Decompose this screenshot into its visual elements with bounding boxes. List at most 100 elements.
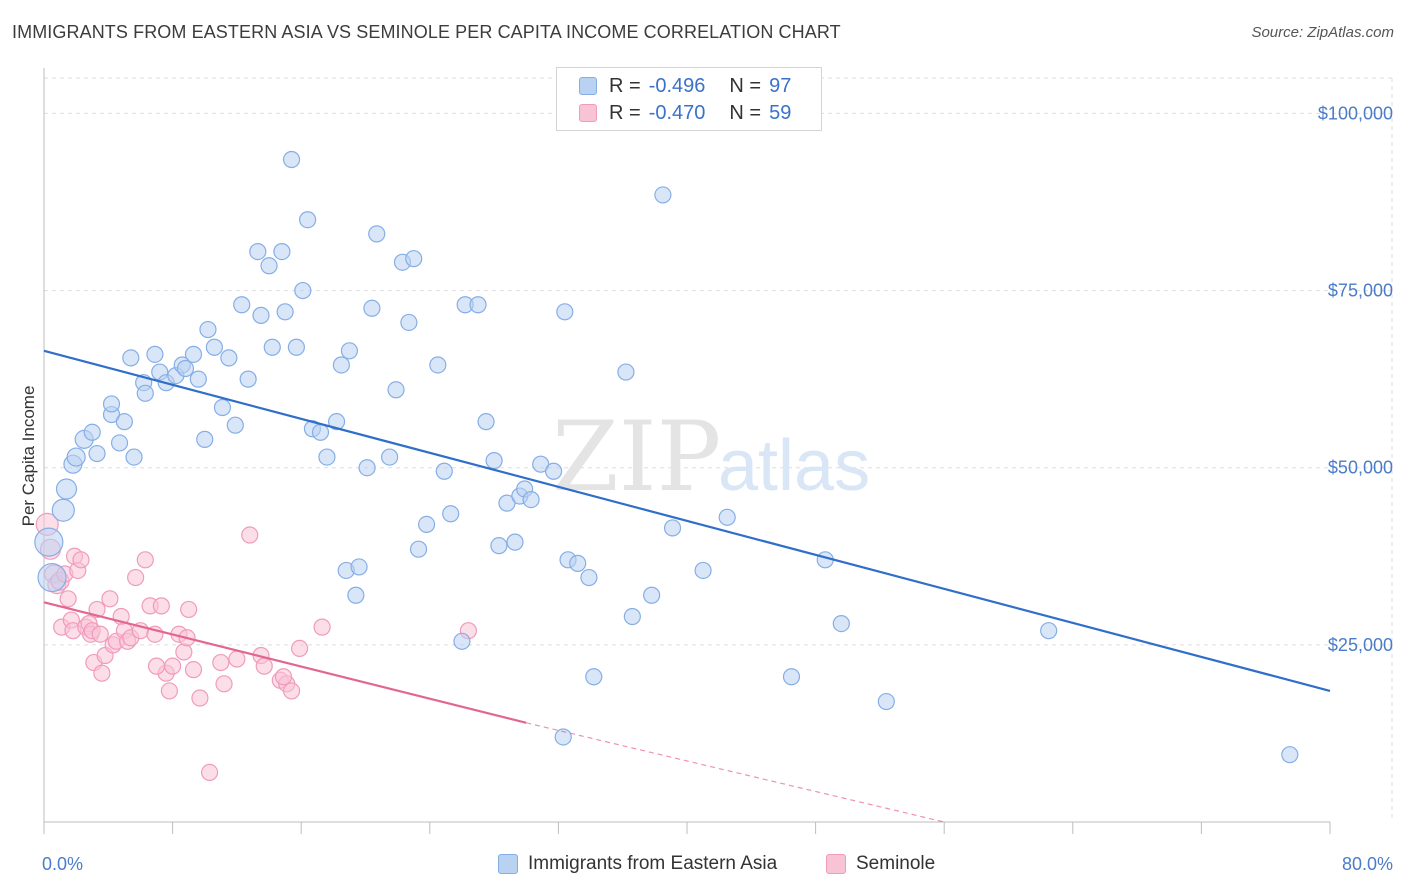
eastern-asia-point-30: [226, 416, 244, 434]
y-tick-label-1: $50,000: [1328, 458, 1393, 478]
seminole-point-22: [101, 590, 119, 608]
eastern-asia-point-93: [832, 614, 850, 633]
axis-layer: [43, 68, 1331, 834]
series-seminole-points: [35, 512, 477, 782]
eastern-asia-point-83: [585, 668, 603, 686]
eastern-asia-trend-line: [43, 349, 1331, 692]
eastern-asia-point-56: [387, 381, 405, 399]
eastern-asia-point-5: [66, 447, 86, 467]
eastern-asia-point-3: [55, 478, 78, 500]
eastern-asia-point-63: [435, 462, 453, 480]
seminole-point-43: [191, 689, 209, 707]
seminole-point-19: [91, 625, 109, 643]
eastern-asia-point-46: [327, 413, 346, 431]
seminole-point-44: [200, 763, 219, 782]
eastern-asia-point-1: [37, 562, 67, 593]
eastern-asia-point-64: [442, 505, 460, 523]
eastern-asia-point-55: [381, 448, 399, 466]
seminole-point-57: [274, 668, 293, 686]
eastern-asia-point-41: [294, 281, 312, 300]
seminole-point-20: [93, 664, 111, 682]
seminole-point-55: [313, 618, 331, 636]
x-tick-label-1: 80.0%: [1342, 854, 1393, 874]
seminole-point-34: [152, 597, 170, 615]
bottom-legend-label: Immigrants from Eastern Asia: [528, 853, 778, 874]
correlation-legend: R = -0.496 N = 97 R = -0.470 N = 59: [556, 67, 822, 131]
y-tick-label-0: $25,000: [1328, 635, 1393, 655]
watermark-atlas: atlas: [718, 426, 870, 506]
seminole-point-18: [88, 600, 106, 619]
eastern-asia-point-13: [122, 349, 140, 367]
eastern-asia-point-17: [146, 345, 164, 363]
legend-r-label: R =: [609, 101, 641, 124]
eastern-asia-point-82: [580, 568, 598, 587]
seminole-point-42: [184, 661, 203, 679]
tick-labels: $25,000 $50,000 $75,000 $100,000 0.0% 80.0%: [42, 103, 1393, 874]
bottom-legend-swatch-blue: [498, 854, 518, 874]
seminole-point-54: [290, 639, 309, 658]
eastern-asia-point-14: [125, 448, 143, 466]
eastern-asia-point-84: [617, 363, 635, 381]
eastern-asia-point-68: [477, 413, 495, 431]
legend-row-eastern-asia: R = -0.496 N = 97: [579, 74, 791, 98]
eastern-asia-point-51: [350, 558, 368, 576]
source-label: Source: ZipAtlas.com: [1251, 24, 1394, 41]
eastern-asia-point-77: [544, 462, 563, 480]
x-tick-label-0: 0.0%: [42, 854, 83, 874]
eastern-asia-point-37: [273, 243, 291, 261]
eastern-asia-point-49: [340, 342, 359, 360]
legend-n-label: N =: [729, 74, 762, 97]
seminole-point-48: [241, 526, 259, 544]
eastern-asia-point-50: [347, 586, 365, 604]
bottom-legend-eastern-asia: Immigrants from Eastern Asia: [498, 851, 777, 877]
eastern-asia-point-89: [694, 561, 712, 580]
eastern-asia-point-31: [233, 296, 251, 314]
y-tick-label-3: $100,000: [1318, 103, 1393, 123]
eastern-asia-point-42: [299, 211, 317, 229]
eastern-asia-point-94: [877, 692, 895, 711]
legend-n-label: N =: [729, 101, 762, 124]
eastern-asia-point-34: [252, 306, 270, 324]
seminole-point-29: [127, 568, 145, 587]
eastern-asia-point-39: [282, 150, 301, 169]
seminole-point-41: [180, 600, 198, 619]
eastern-asia-point-90: [718, 508, 736, 526]
eastern-asia-point-26: [199, 320, 217, 339]
seminole-point-50: [255, 657, 273, 675]
bottom-legend-swatch-pink: [826, 854, 846, 874]
chart-title: IMMIGRANTS FROM EASTERN ASIA VS SEMINOLE…: [12, 22, 841, 42]
y-axis-label: Per Capita Income: [19, 386, 38, 527]
eastern-asia-point-8: [88, 444, 106, 463]
eastern-asia-point-87: [654, 186, 672, 204]
eastern-asia-point-22: [176, 359, 195, 378]
eastern-asia-point-25: [196, 430, 214, 448]
eastern-asia-point-29: [220, 349, 238, 367]
eastern-asia-point-10: [102, 395, 121, 413]
eastern-asia-point-0: [34, 527, 64, 557]
legend-n-value: 97: [769, 74, 792, 97]
seminole-point-39: [175, 643, 193, 661]
grid-layer: [44, 77, 1393, 822]
eastern-asia-point-7: [83, 423, 101, 441]
legend-swatch-blue: [579, 77, 597, 95]
eastern-asia-point-69: [485, 452, 503, 470]
eastern-asia-point-96: [1281, 746, 1299, 764]
seminole-point-31: [136, 551, 154, 569]
eastern-asia-point-88: [663, 519, 682, 537]
legend-r-value: -0.470: [648, 101, 706, 124]
eastern-asia-point-36: [263, 338, 281, 356]
watermark-zip: ZIP: [552, 401, 721, 513]
seminole-point-47: [228, 650, 246, 668]
eastern-asia-point-95: [1040, 622, 1058, 640]
seminole-point-7: [59, 590, 77, 608]
eastern-asia-point-53: [363, 299, 381, 317]
eastern-asia-point-58: [400, 313, 418, 332]
seminole-point-36: [160, 682, 178, 700]
eastern-asia-point-75: [522, 491, 540, 509]
legend-swatch-pink: [579, 104, 597, 122]
eastern-asia-point-40: [287, 338, 305, 356]
legend-r-label: R =: [609, 74, 641, 97]
eastern-asia-point-32: [239, 370, 257, 388]
seminole-point-37: [164, 657, 182, 675]
bottom-legend-seminole: Seminole: [826, 851, 935, 877]
